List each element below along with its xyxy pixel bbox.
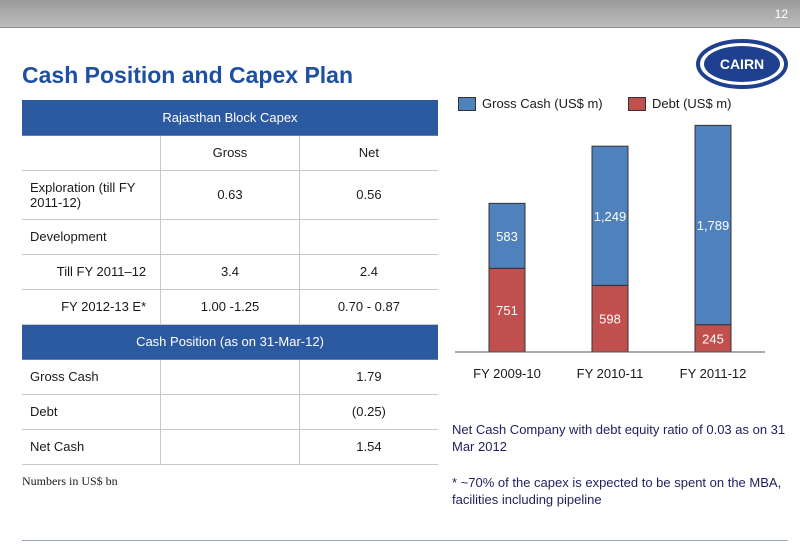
table-row: Development [22,219,438,255]
top-bar: 12 [0,0,800,28]
row-label: FY 2012-13 E* [22,289,161,325]
debt-value-label: 751 [496,303,518,318]
gross-value [160,359,300,395]
legend-debt: Debt (US$ m) [628,96,731,111]
col-header-blank [22,135,161,171]
net-value: 0.56 [298,170,438,220]
logo-text: CAIRN [720,56,764,72]
legend-label-gross: Gross Cash (US$ m) [482,96,603,111]
legend-swatch-debt [628,96,646,111]
legend-gross-cash: Gross Cash (US$ m) [458,96,603,111]
slide-number: 12 [774,7,788,21]
debt-value-label: 598 [599,312,621,327]
gross-value: 3.4 [160,254,300,290]
gross-cash-value-label: 583 [496,229,518,244]
gross-cash-value-label: 1,249 [594,209,627,224]
table-row: Till FY 2011–12 3.4 2.4 [22,254,438,290]
table-row: Debt (0.25) [22,394,438,430]
table-header-row: Gross Net [22,135,438,171]
col-header-net: Net [298,135,438,171]
legend-swatch-gross [458,96,476,111]
capex-table: Rajasthan Block Capex Gross Net Explorat… [22,100,438,465]
gross-cash-bar [694,124,732,326]
table-row: Net Cash 1.54 [22,429,438,465]
row-label: Till FY 2011–12 [22,254,161,290]
row-label: Development [22,219,161,255]
x-tick-label: FY 2011-12 [680,366,747,381]
units-note: Numbers in US$ bn [22,474,118,488]
section-header-cash: Cash Position (as on 31-Mar-12) [22,324,438,360]
net-value: 1.79 [298,359,438,395]
section-header-capex: Rajasthan Block Capex [22,100,438,136]
col-header-gross: Gross [160,135,300,171]
gross-value [160,429,300,465]
debt-bar [591,284,629,353]
table-row: FY 2012-13 E* 1.00 -1.25 0.70 - 0.87 [22,289,438,325]
net-cash-note: Net Cash Company with debt equity ratio … [452,422,786,454]
cash-debt-chart: Gross Cash (US$ m) Debt (US$ m) 751 583 FY… [450,90,790,390]
row-label: Gross Cash [22,359,161,395]
x-tick-label: FY 2009-10 [473,366,541,381]
gross-cash-bar [591,145,629,286]
gross-value: 1.00 -1.25 [160,289,300,325]
row-label: Exploration (till FY 2011-12) [22,170,161,220]
debt-bar [488,267,526,353]
net-value: (0.25) [298,394,438,430]
legend-label-debt: Debt (US$ m) [652,96,732,111]
capex-note: * ~70% of the capex is expected to be sp… [452,475,782,507]
gross-cash-value-label: 1,789 [697,218,730,233]
net-value [298,219,438,255]
chart-plot: 751 583 FY 2009-10 598 1,249 FY 2010-11 245 1,7… [455,124,765,381]
gross-value [160,219,300,255]
x-tick-label: FY 2010-11 [577,366,644,381]
row-label: Net Cash [22,429,161,465]
footer-divider [22,540,788,541]
gross-cash-bar [488,202,526,269]
net-value: 0.70 - 0.87 [298,289,438,325]
gross-value [160,394,300,430]
page-title: Cash Position and Capex Plan [22,62,354,88]
gross-value: 0.63 [160,170,300,220]
debt-value-label: 245 [702,331,724,346]
table-row: Gross Cash 1.79 [22,359,438,395]
row-label: Debt [22,394,161,430]
net-value: 1.54 [298,429,438,465]
net-value: 2.4 [298,254,438,290]
debt-bar [694,324,732,353]
cairn-logo: CAIRN [696,39,788,89]
table-row: Exploration (till FY 2011-12) 0.63 0.56 [22,170,438,220]
